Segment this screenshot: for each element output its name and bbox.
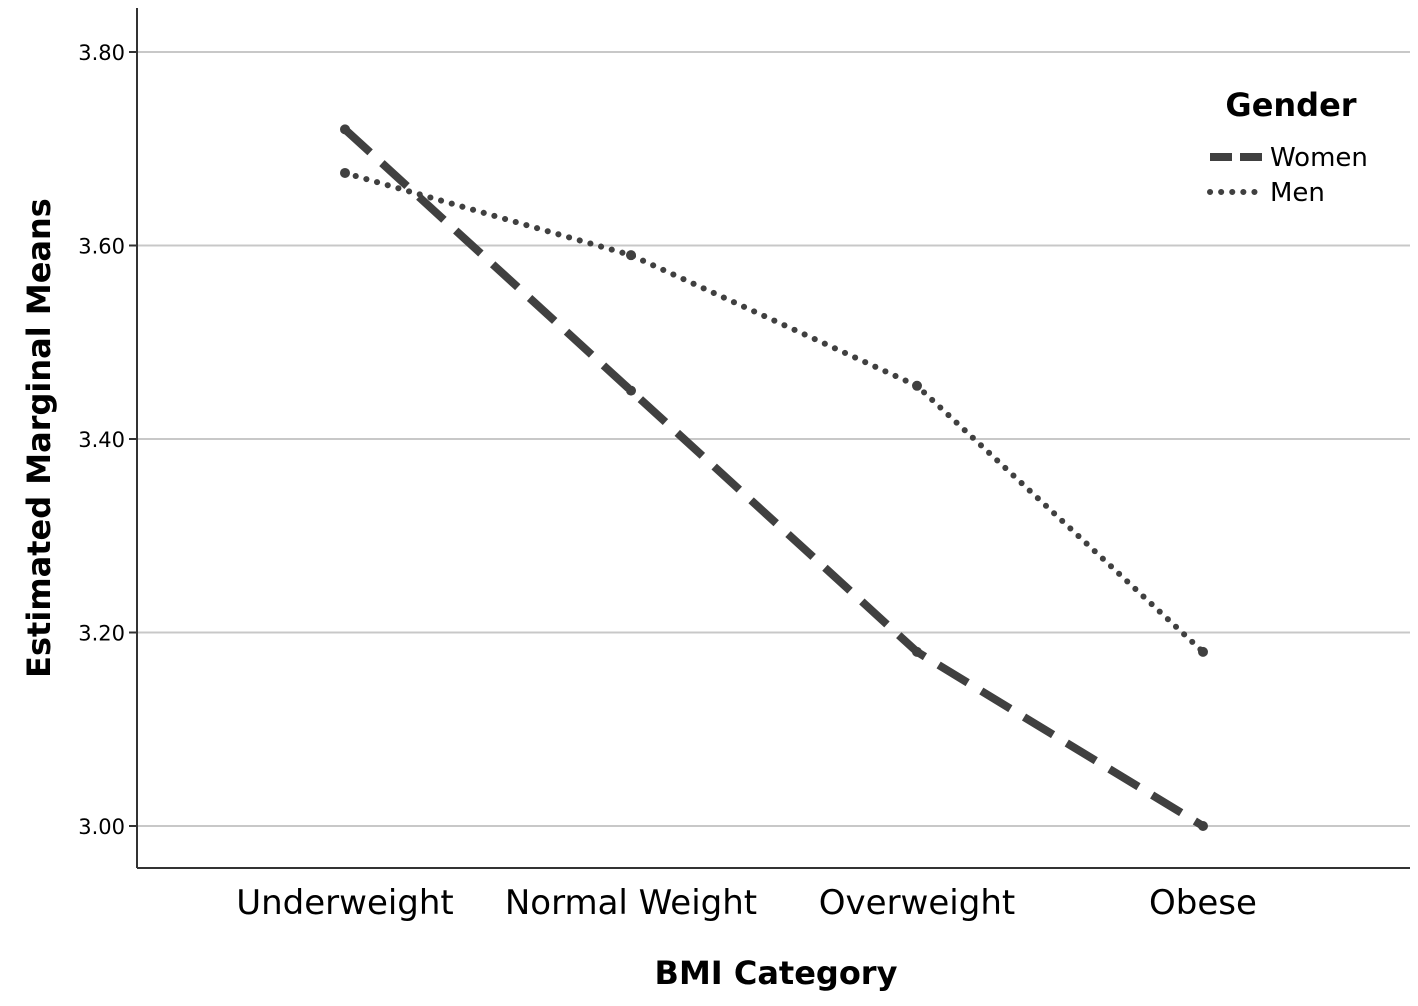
series-line-men [342,169,1206,655]
y-tick-label: 3.60 [78,235,125,259]
data-point-men [340,167,350,178]
series-men [340,167,1208,657]
data-point-men [1198,646,1208,657]
y-tick-label: 3.00 [78,815,125,839]
legend-label-men: Men [1270,178,1325,208]
data-point-women [912,646,922,657]
x-tick-label: Obese [1149,883,1257,923]
legend: Gender Women Men [1207,86,1368,208]
data-point-men [912,380,922,391]
gridlines [137,51,1410,827]
x-axis-title: BMI Category [655,954,898,992]
legend-label-women: Women [1270,143,1368,173]
series-women [340,124,1208,831]
y-tick-label: 3.40 [78,428,125,452]
y-tick-labels: 3.00 3.20 3.40 3.60 3.80 [78,41,137,839]
x-tick-label: Underweight [236,883,454,923]
data-point-women [340,124,350,135]
x-tick-labels: Underweight Normal Weight Overweight Obese [236,883,1257,923]
x-tick-label: Overweight [819,883,1015,923]
data-point-women [1198,821,1208,831]
series-line-women [342,126,1206,830]
x-tick-label: Normal Weight [505,883,757,923]
data-point-men [626,250,636,261]
y-tick-label: 3.80 [78,41,125,65]
legend-items: Women Men [1207,143,1368,208]
series [340,124,1208,831]
legend-title: Gender [1225,86,1356,124]
y-axis-title: Estimated Marginal Means [20,198,58,678]
y-tick-label: 3.20 [78,622,125,646]
data-point-women [626,385,636,396]
